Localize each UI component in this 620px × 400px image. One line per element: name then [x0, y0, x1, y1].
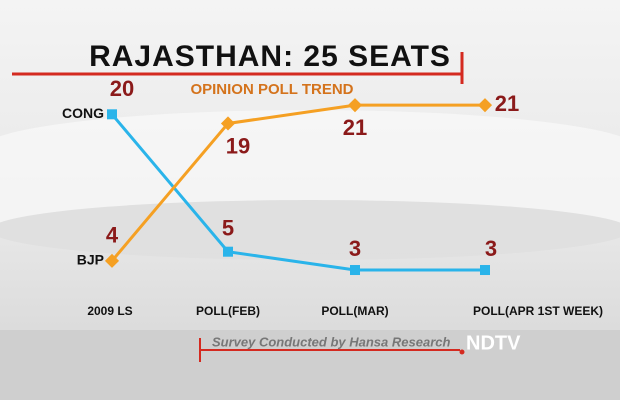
series-line	[110, 113, 485, 272]
data-label: 20	[110, 76, 134, 101]
data-label: 21	[495, 91, 519, 116]
logo: NDTV	[466, 332, 521, 354]
marker	[347, 98, 363, 113]
series-line	[110, 103, 485, 262]
x-tick-label: POLL(APR 1ST WEEK)	[473, 304, 603, 318]
marker	[477, 98, 493, 113]
parliament-silhouette	[0, 110, 620, 260]
data-label: 4	[106, 223, 119, 248]
source-note: Survey Conducted by Hansa Research	[212, 334, 450, 349]
x-tick-label: POLL(FEB)	[196, 304, 260, 318]
series-name: CONG	[62, 105, 104, 121]
marker	[107, 109, 117, 120]
data-label: 5	[222, 216, 234, 241]
data-label: 3	[349, 236, 361, 261]
footer-band	[0, 330, 620, 400]
chart-subtitle: OPINION POLL TREND	[190, 81, 353, 98]
series-name: BJP	[77, 252, 104, 268]
marker	[350, 265, 360, 276]
marker	[480, 265, 490, 276]
chart-title: RAJASTHAN: 25 SEATS	[89, 40, 451, 73]
marker	[223, 246, 233, 257]
data-label: 3	[485, 236, 497, 261]
x-tick-label: 2009 LS	[87, 304, 132, 318]
logo-dot	[459, 349, 465, 355]
x-tick-label: POLL(MAR)	[321, 304, 388, 318]
data-label: 21	[343, 115, 367, 140]
data-label: 19	[226, 133, 250, 158]
